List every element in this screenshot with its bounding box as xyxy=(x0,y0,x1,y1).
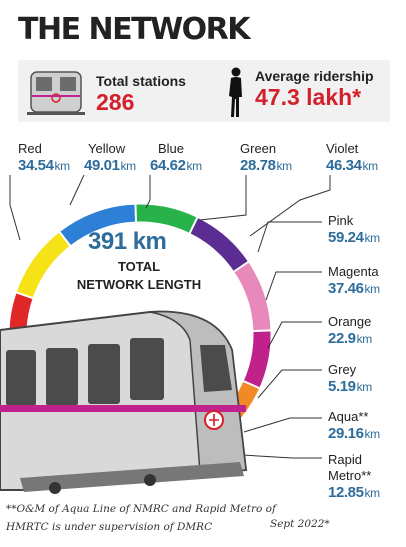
line-length-magenta: 37.46km xyxy=(328,280,380,297)
ring-separator xyxy=(242,379,261,390)
leader-line xyxy=(199,175,247,221)
ring-separator xyxy=(252,329,272,333)
date-note: Sept 2022* xyxy=(270,518,330,530)
line-name-magenta: Magenta xyxy=(328,264,379,279)
line-length-rapid-metro: 12.85km xyxy=(328,484,380,501)
page-title: THE NETWORK xyxy=(18,12,251,47)
metro-train-illustration xyxy=(0,310,248,494)
line-name-green: Green xyxy=(240,141,277,156)
line-name-red: Red xyxy=(18,141,42,156)
line-name-pink: Pink xyxy=(328,213,354,228)
line-name-violet: Violet xyxy=(326,141,359,156)
ring-separator xyxy=(58,230,72,247)
line-length-aqua: 29.16km xyxy=(328,425,380,442)
ring-segment-blue xyxy=(59,204,137,246)
total-length-value: 391 km xyxy=(88,228,167,255)
ring-separator xyxy=(232,260,250,273)
line-name-grey: Grey xyxy=(328,362,357,377)
ring-separator xyxy=(15,291,34,300)
footnote: **O&M of Aqua Line of NMRC and Rapid Met… xyxy=(6,503,276,533)
leader-line xyxy=(267,321,322,349)
line-name-blue: Blue xyxy=(158,141,185,156)
ring-separator xyxy=(134,203,138,223)
line-length-violet: 46.34km xyxy=(326,157,378,174)
metro-train-icon xyxy=(27,71,85,115)
total-stations-value: 286 xyxy=(96,89,135,115)
leader-line xyxy=(145,175,151,209)
person-icon xyxy=(229,67,242,117)
ring-segment-yellow xyxy=(16,232,71,299)
average-ridership-label: Average ridership xyxy=(255,68,374,84)
average-ridership-value: 47.3 lakh* xyxy=(255,84,362,110)
ring-segment-magenta xyxy=(243,330,271,389)
line-name-rapid-metro-2: Metro** xyxy=(328,468,372,483)
leader-line xyxy=(243,417,322,433)
line-length-blue: 64.62km xyxy=(150,157,202,174)
ring-segment-violet xyxy=(189,217,249,272)
line-length-pink: 59.24km xyxy=(328,229,380,246)
total-length-label: TOTAL NETWORK LENGTH xyxy=(76,259,202,292)
leader-line xyxy=(9,175,21,241)
leader-line xyxy=(257,221,322,253)
line-length-grey: 5.19km xyxy=(328,378,372,395)
line-name-aqua: Aqua** xyxy=(328,409,369,424)
leader-line xyxy=(257,369,322,399)
ring-separator xyxy=(188,216,199,235)
leader-line xyxy=(225,453,322,459)
line-name-orange: Orange xyxy=(328,314,372,329)
ring-segment-green xyxy=(135,204,198,234)
line-length-green: 28.78km xyxy=(240,157,292,174)
line-name-rapid-metro-1: Rapid xyxy=(328,452,362,467)
line-length-red: 34.54km xyxy=(18,157,70,174)
line-length-yellow: 49.01km xyxy=(84,157,136,174)
total-stations-label: Total stations xyxy=(96,73,186,89)
leader-line xyxy=(69,174,85,206)
leader-line xyxy=(249,175,331,237)
ring-segment-pink xyxy=(233,262,271,332)
line-length-orange: 22.9km xyxy=(328,330,372,347)
line-name-yellow: Yellow xyxy=(88,141,126,156)
leader-line xyxy=(265,271,322,301)
